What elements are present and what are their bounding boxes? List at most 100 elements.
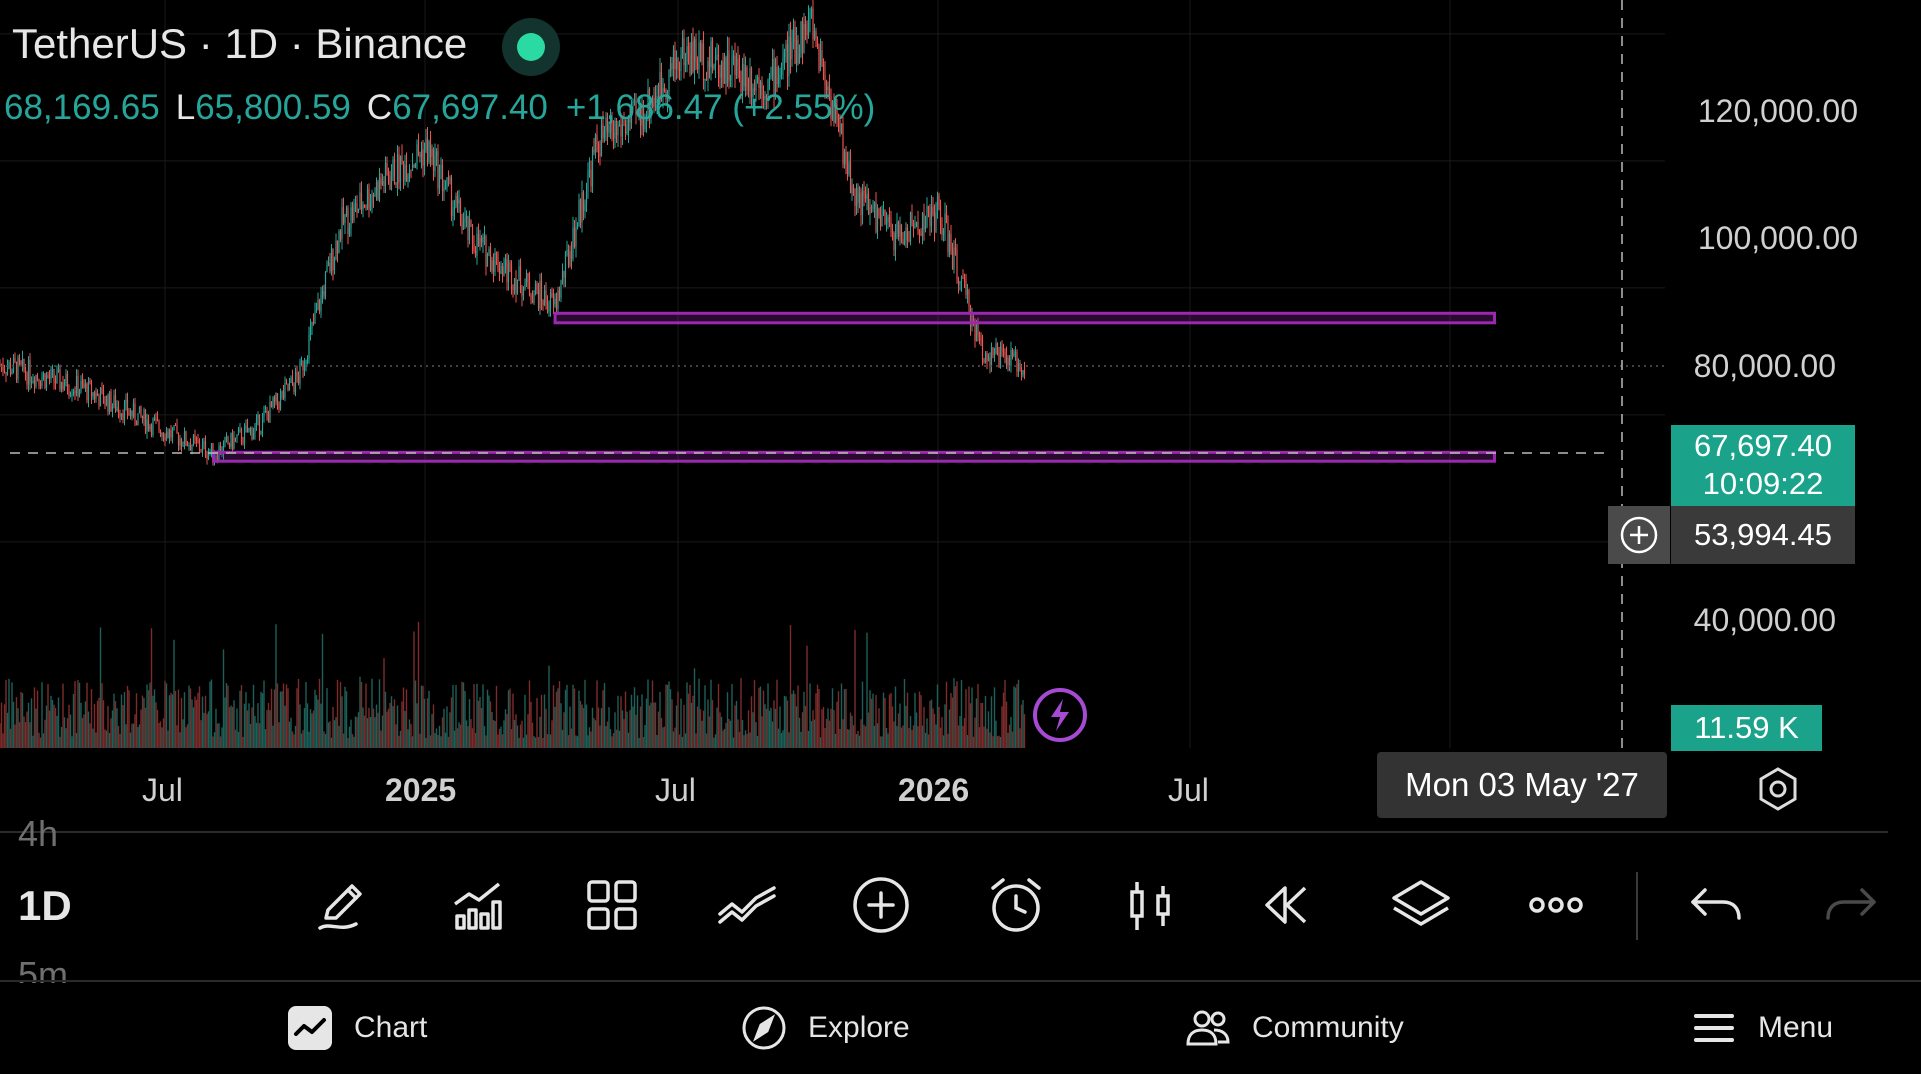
candle-body (291, 377, 294, 384)
candle-body (138, 406, 141, 414)
candle-body (842, 123, 844, 165)
candle-body (396, 154, 399, 184)
volume-bar (245, 691, 247, 748)
volume-bar (360, 681, 363, 748)
volume-bar (414, 680, 417, 748)
candle-body (902, 241, 904, 245)
nav-community[interactable]: Community (1184, 982, 1404, 1074)
templates-button[interactable] (577, 870, 647, 940)
candle-body (276, 393, 279, 404)
volume-bar (899, 703, 901, 748)
candle-body (515, 278, 517, 294)
volume-bar (63, 717, 66, 748)
indicators-button[interactable] (443, 870, 513, 940)
candle-body (1017, 363, 1020, 372)
candle-body (78, 391, 81, 397)
candle-body (770, 74, 772, 76)
candle-body (650, 102, 652, 119)
nav-menu[interactable]: Menu (1690, 982, 1833, 1074)
candle-body (807, 17, 810, 36)
settings-icon[interactable] (1754, 765, 1802, 813)
candle-body (296, 371, 298, 377)
candle-body (903, 238, 906, 245)
add-alert-button[interactable] (1608, 506, 1670, 564)
candle-body (728, 50, 730, 81)
timeframe-current[interactable]: 1D (18, 882, 72, 929)
volume-bar (248, 703, 250, 748)
volume-bar (602, 690, 604, 748)
chart-type-button[interactable] (1116, 870, 1186, 940)
candle-body (969, 306, 972, 327)
volume-bar (519, 724, 522, 748)
layers-button[interactable] (1386, 870, 1456, 940)
volume-bar (497, 734, 499, 748)
redo-button[interactable] (1816, 870, 1886, 940)
volume-bar (219, 736, 222, 748)
candle-body (813, 31, 816, 40)
lightning-icon[interactable] (1031, 686, 1089, 744)
volume-bar (815, 693, 817, 748)
compare-button[interactable] (712, 870, 782, 940)
candle-body (131, 410, 133, 417)
candle-body (354, 203, 357, 205)
candle-body (252, 432, 255, 440)
nav-explore[interactable]: Explore (740, 982, 910, 1074)
change-value: +1,686.47 (+2.55%) (565, 88, 876, 127)
symbol-title[interactable]: TetherUS · 1D · Binance (12, 20, 468, 67)
volume-bar (185, 727, 187, 748)
volume-bar (0, 723, 1, 748)
candle-body (528, 281, 531, 295)
nav-chart[interactable]: Chart (286, 982, 427, 1074)
candle-body (954, 247, 957, 250)
volume-bar (939, 727, 942, 748)
volume-bar (225, 683, 228, 748)
candle-body (458, 199, 460, 204)
candle-body (68, 390, 70, 396)
add-button[interactable] (846, 870, 916, 940)
price-chart[interactable] (0, 0, 1921, 830)
more-button[interactable] (1521, 870, 1591, 940)
candle-body (186, 445, 189, 447)
candle-body (554, 298, 556, 305)
volume-bar (363, 715, 366, 748)
volume-bar (644, 725, 646, 748)
timeframe-option[interactable]: 5m (18, 955, 69, 983)
alert-button[interactable] (981, 870, 1051, 940)
candle-body (831, 100, 834, 120)
candle-body (657, 95, 660, 103)
candle-body (897, 221, 900, 237)
volume-bar (624, 691, 627, 748)
draw-button[interactable] (308, 870, 378, 940)
candle-body (239, 429, 241, 431)
candle-body (284, 382, 286, 398)
candle-body (417, 144, 420, 155)
volume-bar (1017, 679, 1020, 748)
volume-bar (569, 706, 571, 748)
candle-body (920, 233, 922, 236)
timeframe-option[interactable]: 4h (18, 820, 59, 848)
volume-bar (743, 735, 745, 748)
undo-button[interactable] (1681, 870, 1751, 940)
volume-bar (210, 679, 213, 748)
volume-bar (728, 718, 730, 748)
volume-bar (959, 716, 961, 748)
candle-body (215, 455, 217, 457)
candle-body (518, 266, 520, 281)
candle-body (92, 392, 94, 397)
candle-body (107, 395, 109, 412)
volume-bar (57, 697, 60, 748)
volume-bar (66, 718, 69, 748)
volume-bar (86, 682, 88, 748)
chart-area[interactable]: TetherUS · 1D · Binance 68,169.65 L65,800… (0, 0, 1921, 830)
add-icon (853, 877, 909, 933)
volume-bar (59, 736, 61, 748)
volume-bar (342, 733, 345, 748)
volume-bar (696, 706, 699, 748)
candle-body (582, 192, 585, 211)
replay-button[interactable] (1251, 870, 1321, 940)
candle-body (572, 227, 574, 259)
volume-bar (347, 737, 349, 748)
candle-body (798, 53, 801, 64)
volume-bar (678, 734, 681, 748)
candle-body (975, 323, 978, 341)
